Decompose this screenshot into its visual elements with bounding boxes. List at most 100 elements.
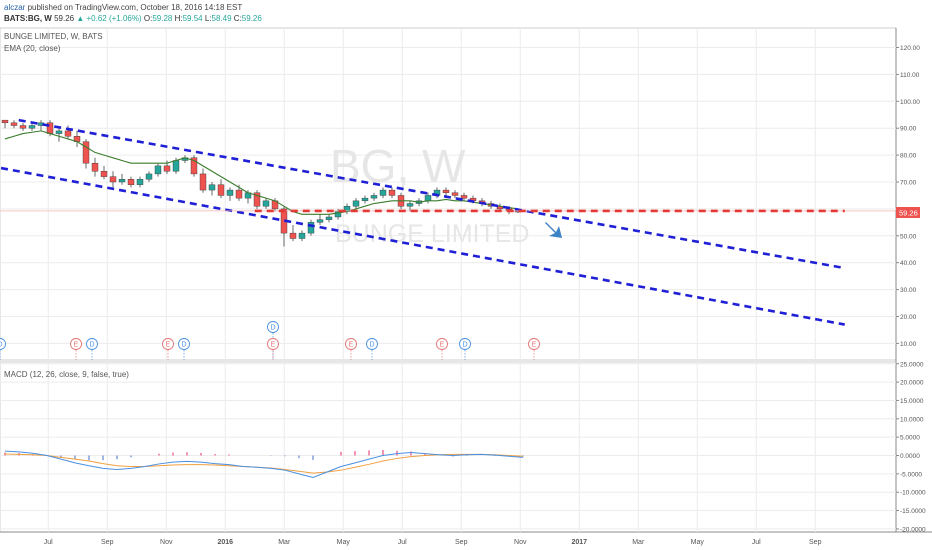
price-tick-label: 20.00 — [900, 314, 917, 321]
candle — [145, 173, 153, 180]
time-tick-label: May — [691, 539, 705, 546]
price-tick-label: 70.00 — [900, 180, 917, 187]
time-tick-label: Nov — [514, 539, 527, 546]
dividend-label: D — [89, 342, 94, 349]
candle — [460, 195, 468, 199]
candle — [352, 200, 360, 207]
time-tick-label: Mar — [632, 539, 645, 546]
dividend-label: D — [462, 342, 467, 349]
earnings-label: E — [166, 342, 171, 349]
candle — [118, 179, 126, 183]
candle — [55, 130, 63, 134]
dividend-icon[interactable] — [459, 338, 471, 350]
publish-info: published on TradingView.com, October 18… — [27, 3, 243, 12]
ema-indicator-label[interactable]: EMA (20, close) — [4, 44, 61, 53]
candle — [10, 122, 18, 126]
watermark-symbol: BG, W — [330, 140, 466, 192]
time-tick-label: Mar — [278, 539, 291, 546]
earnings-label: E — [74, 342, 79, 349]
earnings-icon[interactable] — [436, 338, 448, 350]
dividend-icon[interactable] — [366, 338, 378, 350]
dividend-label: D — [270, 325, 275, 332]
earnings-label: E — [440, 342, 445, 349]
earnings-label: E — [532, 342, 537, 349]
candle — [316, 219, 324, 223]
candle — [163, 165, 171, 172]
publish-header: alczar published on TradingView.com, Oct… — [4, 2, 242, 13]
time-tick-label: Sep — [455, 539, 468, 546]
price-label-badge — [896, 207, 920, 218]
candle — [109, 176, 117, 183]
candle — [172, 160, 180, 172]
lower-trendline[interactable] — [0, 166, 845, 326]
macd-tick-label: 15.0000 — [900, 398, 924, 405]
time-tick-label: 2017 — [571, 539, 587, 546]
macd-line — [4, 450, 524, 479]
candle — [190, 157, 198, 175]
candle — [19, 125, 27, 129]
price-tick-label: 120.00 — [900, 45, 920, 52]
price-tick-label: 90.00 — [900, 126, 917, 133]
earnings-icon[interactable] — [345, 338, 357, 350]
candle — [307, 222, 315, 234]
price-tick-label: 80.00 — [900, 153, 917, 160]
price-label: 59.26 — [899, 209, 918, 218]
ohlc-readout: O:59.28 H:59.54 L:58.49 C:59.26 — [143, 14, 262, 23]
candle — [217, 184, 225, 196]
ema-line — [4, 130, 519, 215]
ticker: BATS:BG, W — [4, 14, 52, 23]
dividend-label: D — [0, 342, 3, 349]
candle — [379, 189, 387, 196]
earnings-icon[interactable] — [267, 338, 279, 350]
upper-trendline[interactable] — [18, 118, 845, 270]
dividend-icon[interactable] — [0, 338, 6, 350]
candle — [262, 200, 270, 207]
time-tick-label: May — [337, 539, 351, 546]
candle — [127, 179, 135, 185]
candle — [235, 189, 243, 199]
time-tick-label: Jul — [752, 539, 761, 546]
current-price: 59.26 — [54, 14, 75, 23]
arrow-icon[interactable] — [545, 222, 562, 238]
dividend-icon[interactable] — [267, 321, 279, 333]
candle — [388, 189, 396, 196]
candle — [136, 179, 144, 185]
candle — [91, 162, 99, 172]
price-tick-label: 40.00 — [900, 260, 917, 267]
main-pane-title: BUNGE LIMITED, W, BATS — [4, 32, 103, 41]
symbol-line: BATS:BG, W 59.26 ▲ +0.62 (+1.06%) O:59.2… — [4, 13, 262, 24]
time-tick-label: 2016 — [217, 539, 233, 546]
earnings-label: E — [271, 342, 276, 349]
dividend-icon[interactable] — [178, 338, 190, 350]
earnings-icon[interactable] — [70, 338, 82, 350]
macd-pane-title[interactable]: MACD (12, 26, close, 9, false, true) — [4, 370, 129, 379]
candle — [298, 232, 306, 239]
candle — [154, 165, 162, 175]
macd-tick-label: -5.0000 — [900, 471, 922, 478]
macd-tick-label: 10.0000 — [900, 416, 924, 423]
watermark-name: BUNGE LIMITED — [335, 220, 529, 248]
candle — [370, 195, 378, 199]
candle — [406, 203, 414, 207]
time-tick-label: Nov — [160, 539, 173, 546]
candle — [442, 189, 450, 193]
macd-tick-label: 20.0000 — [900, 380, 924, 387]
dividend-icon[interactable] — [86, 338, 98, 350]
macd-tick-label: -20.0000 — [900, 526, 926, 533]
candle — [82, 141, 90, 164]
candle — [334, 211, 342, 218]
macd-tick-label: 5.0000 — [900, 435, 920, 442]
candle — [208, 184, 216, 191]
author-name[interactable]: alczar — [4, 3, 26, 12]
earnings-icon[interactable] — [162, 338, 174, 350]
price-tick-label: 10.00 — [900, 341, 917, 348]
dividend-label: D — [369, 342, 374, 349]
candle — [451, 192, 459, 196]
earnings-icon[interactable] — [528, 338, 540, 350]
candle — [64, 130, 72, 137]
price-tick-label: 110.00 — [900, 72, 920, 79]
time-tick-label: Sep — [101, 539, 114, 546]
dividend-label: D — [181, 342, 186, 349]
time-tick-label: Jul — [398, 539, 407, 546]
